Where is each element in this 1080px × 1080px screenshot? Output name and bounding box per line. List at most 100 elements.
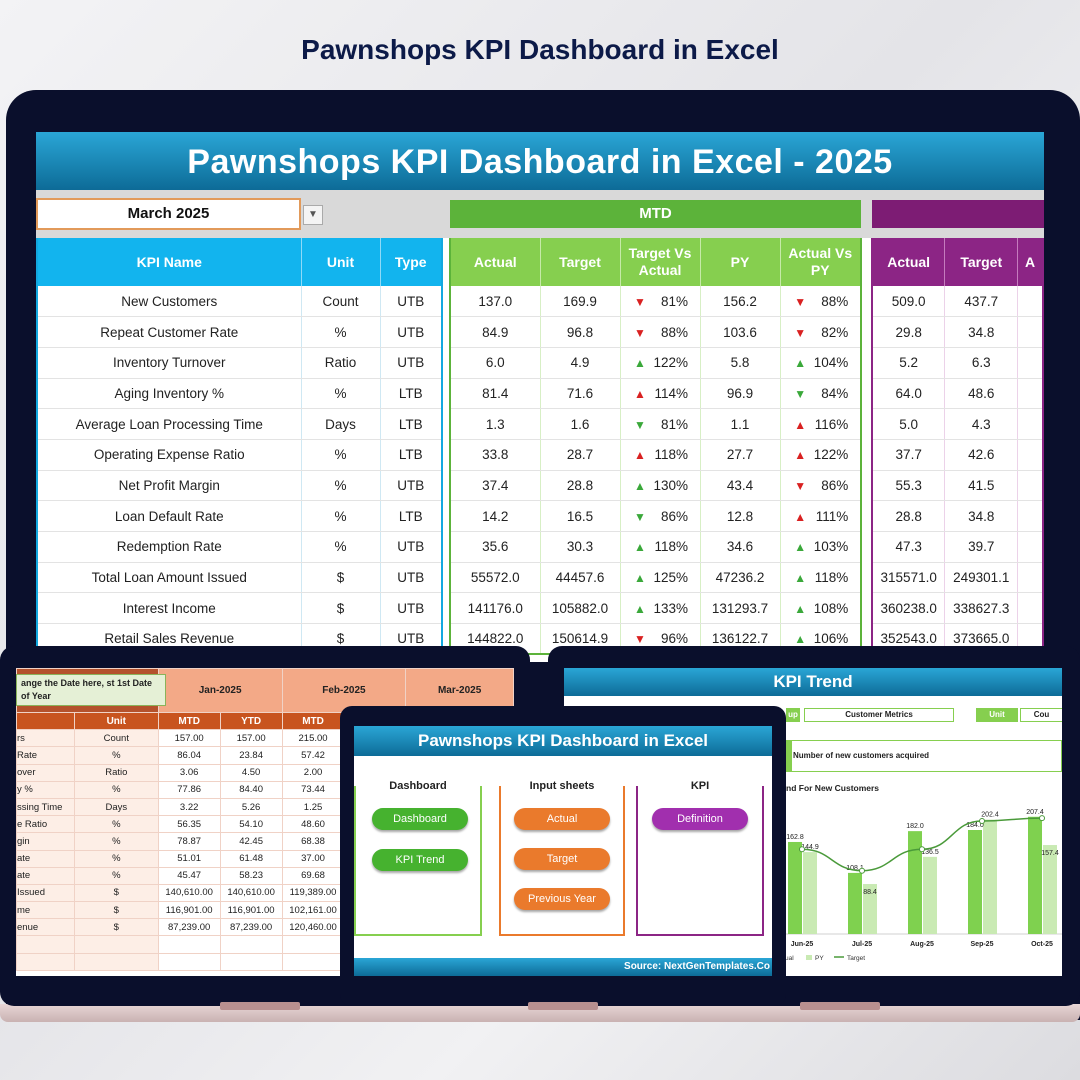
comparison-cell: ▼ 82% [780,316,862,348]
table-row: Aging Inventory %% LTB [37,378,443,410]
table-row: 33.8 28.7 ▲ 118% 27.7 ▲ 122% [450,439,862,471]
py-bar [863,884,877,934]
value-cell[interactable]: 69.68 [281,866,345,885]
value-cell[interactable]: 68.38 [281,832,345,851]
table-row: 14.2 16.5 ▼ 86% 12.8 ▲ 111% [450,500,862,532]
up-arrow-icon: ▲ [634,601,646,616]
month-select[interactable]: March 2025 [36,198,301,230]
value-cell[interactable]: 48.60 [281,815,345,834]
table-row: Repeat Customer Rate% UTB [37,316,443,348]
target-cell: 28.7 [540,439,621,471]
dashboard-button[interactable]: Dashboard [372,808,468,830]
dashboard-screen: Pawnshops KPI Dashboard in Excel - 2025 … [36,132,1044,662]
value-cell[interactable]: 23.84 [219,746,283,765]
actual-cell: 33.8 [450,439,541,471]
unit-cell: $ [301,592,381,625]
value-cell[interactable]: 73.44 [281,780,345,799]
value-cell[interactable]: 3.22 [157,797,221,817]
period-header: MTD [157,711,221,731]
percent-value: 86% [660,508,688,524]
value-cell[interactable]: 157.00 [157,729,221,748]
ytd-target-cell: 34.8 [944,500,1019,532]
value-cell[interactable]: 4.50 [219,763,283,782]
empty-cell[interactable] [157,952,221,971]
input-sheets-group-heading: Input sheets [501,780,623,792]
target-cell: 4.9 [540,347,621,379]
empty-cell[interactable] [219,935,283,954]
table-row: Net Profit Margin% UTB [37,470,443,502]
percent-value: 114% [654,385,688,401]
ytd-actual-cell: 5.2 [872,347,946,379]
kpi-label-cell: Rate [16,746,75,765]
value-cell[interactable]: 45.47 [157,866,221,885]
empty-cell[interactable] [281,935,345,954]
empty-cell[interactable] [219,952,283,971]
value-cell[interactable]: 56.35 [157,815,221,834]
value-cell[interactable]: 87,239.00 [219,918,283,937]
up-arrow-icon: ▲ [634,571,646,586]
actual-cell: 37.4 [450,470,541,502]
value-cell[interactable]: 3.06 [157,763,221,782]
value-cell[interactable]: 116,901.00 [219,901,283,920]
type-cell: UTB [380,286,443,318]
value-cell[interactable]: 58.23 [219,866,283,885]
kpi-trend-button[interactable]: KPI Trend [372,849,468,871]
unit-cell: % [73,849,159,868]
value-cell[interactable]: 140,610.00 [219,883,283,903]
kpi-label-cell: over [16,763,75,782]
ytd-target-cell: 42.6 [944,439,1019,471]
value-cell[interactable]: 77.86 [157,780,221,799]
value-cell[interactable]: 2.00 [281,763,345,782]
value-cell[interactable]: 78.87 [157,832,221,851]
table-row: 28.8 34.8 [872,500,1044,532]
unit-cell: % [73,815,159,834]
empty-cell[interactable] [157,935,221,954]
py-cell: 1.1 [700,408,781,440]
legend-swatch [806,955,812,960]
value-cell[interactable]: 116,901.00 [157,901,221,920]
value-cell[interactable]: 102,161.00 [281,901,345,920]
value-cell[interactable]: 157.00 [219,729,283,748]
kpi-label-cell: e Ratio [16,815,75,834]
group-select[interactable]: Customer Metrics [804,708,954,722]
value-cell[interactable]: 120,460.00 [281,918,345,937]
value-cell[interactable]: 140,610.00 [157,883,221,903]
value-cell[interactable]: 1.25 [281,797,345,817]
percent-value: 111% [815,508,849,524]
table-row: 509.0 437.7 [872,286,1044,318]
value-cell[interactable]: 61.48 [219,849,283,868]
kpi-name-cell: Repeat Customer Rate [37,316,302,348]
value-cell[interactable]: 42.45 [219,832,283,851]
table-row: New Customers Count UTB [37,286,443,318]
actual-cell: 35.6 [450,531,541,563]
chevron-down-icon[interactable]: ▼ [303,205,323,225]
value-cell[interactable]: 86.04 [157,746,221,765]
value-cell[interactable]: 37.00 [281,849,345,868]
table-row: 5.2 6.3 [872,347,1044,379]
previous-year-button[interactable]: Previous Year [514,888,610,910]
percent-value: 96% [660,631,688,647]
value-cell[interactable]: 84.40 [219,780,283,799]
py-bar [803,852,817,934]
table-row: Interest Income $ UTB [37,592,443,625]
data-label: 207.4 [1026,809,1044,816]
value-cell[interactable]: 215.00 [281,729,345,748]
value-cell[interactable]: 5.26 [219,797,283,817]
value-cell[interactable]: 87,239.00 [157,918,221,937]
percent-value: 122% [813,447,849,463]
mtd-column-header: Target Vs Actual [620,238,701,286]
actual-button[interactable]: Actual [514,808,610,830]
empty-cell[interactable] [281,952,345,971]
actual-cell: 55572.0 [450,562,541,594]
comparison-cell: ▲ 122% [780,439,862,471]
value-cell[interactable]: 57.42 [281,746,345,765]
definition-button[interactable]: Definition [652,808,748,830]
kpi-label-cell: me [16,901,75,920]
value-cell[interactable]: 54.10 [219,815,283,834]
value-cell[interactable]: 51.01 [157,849,221,868]
ytd-target-cell: 6.3 [944,347,1019,379]
target-button[interactable]: Target [514,848,610,870]
empty-cell [16,935,75,954]
value-cell[interactable]: 119,389.00 [281,883,345,903]
unit-cell: $ [73,901,159,920]
